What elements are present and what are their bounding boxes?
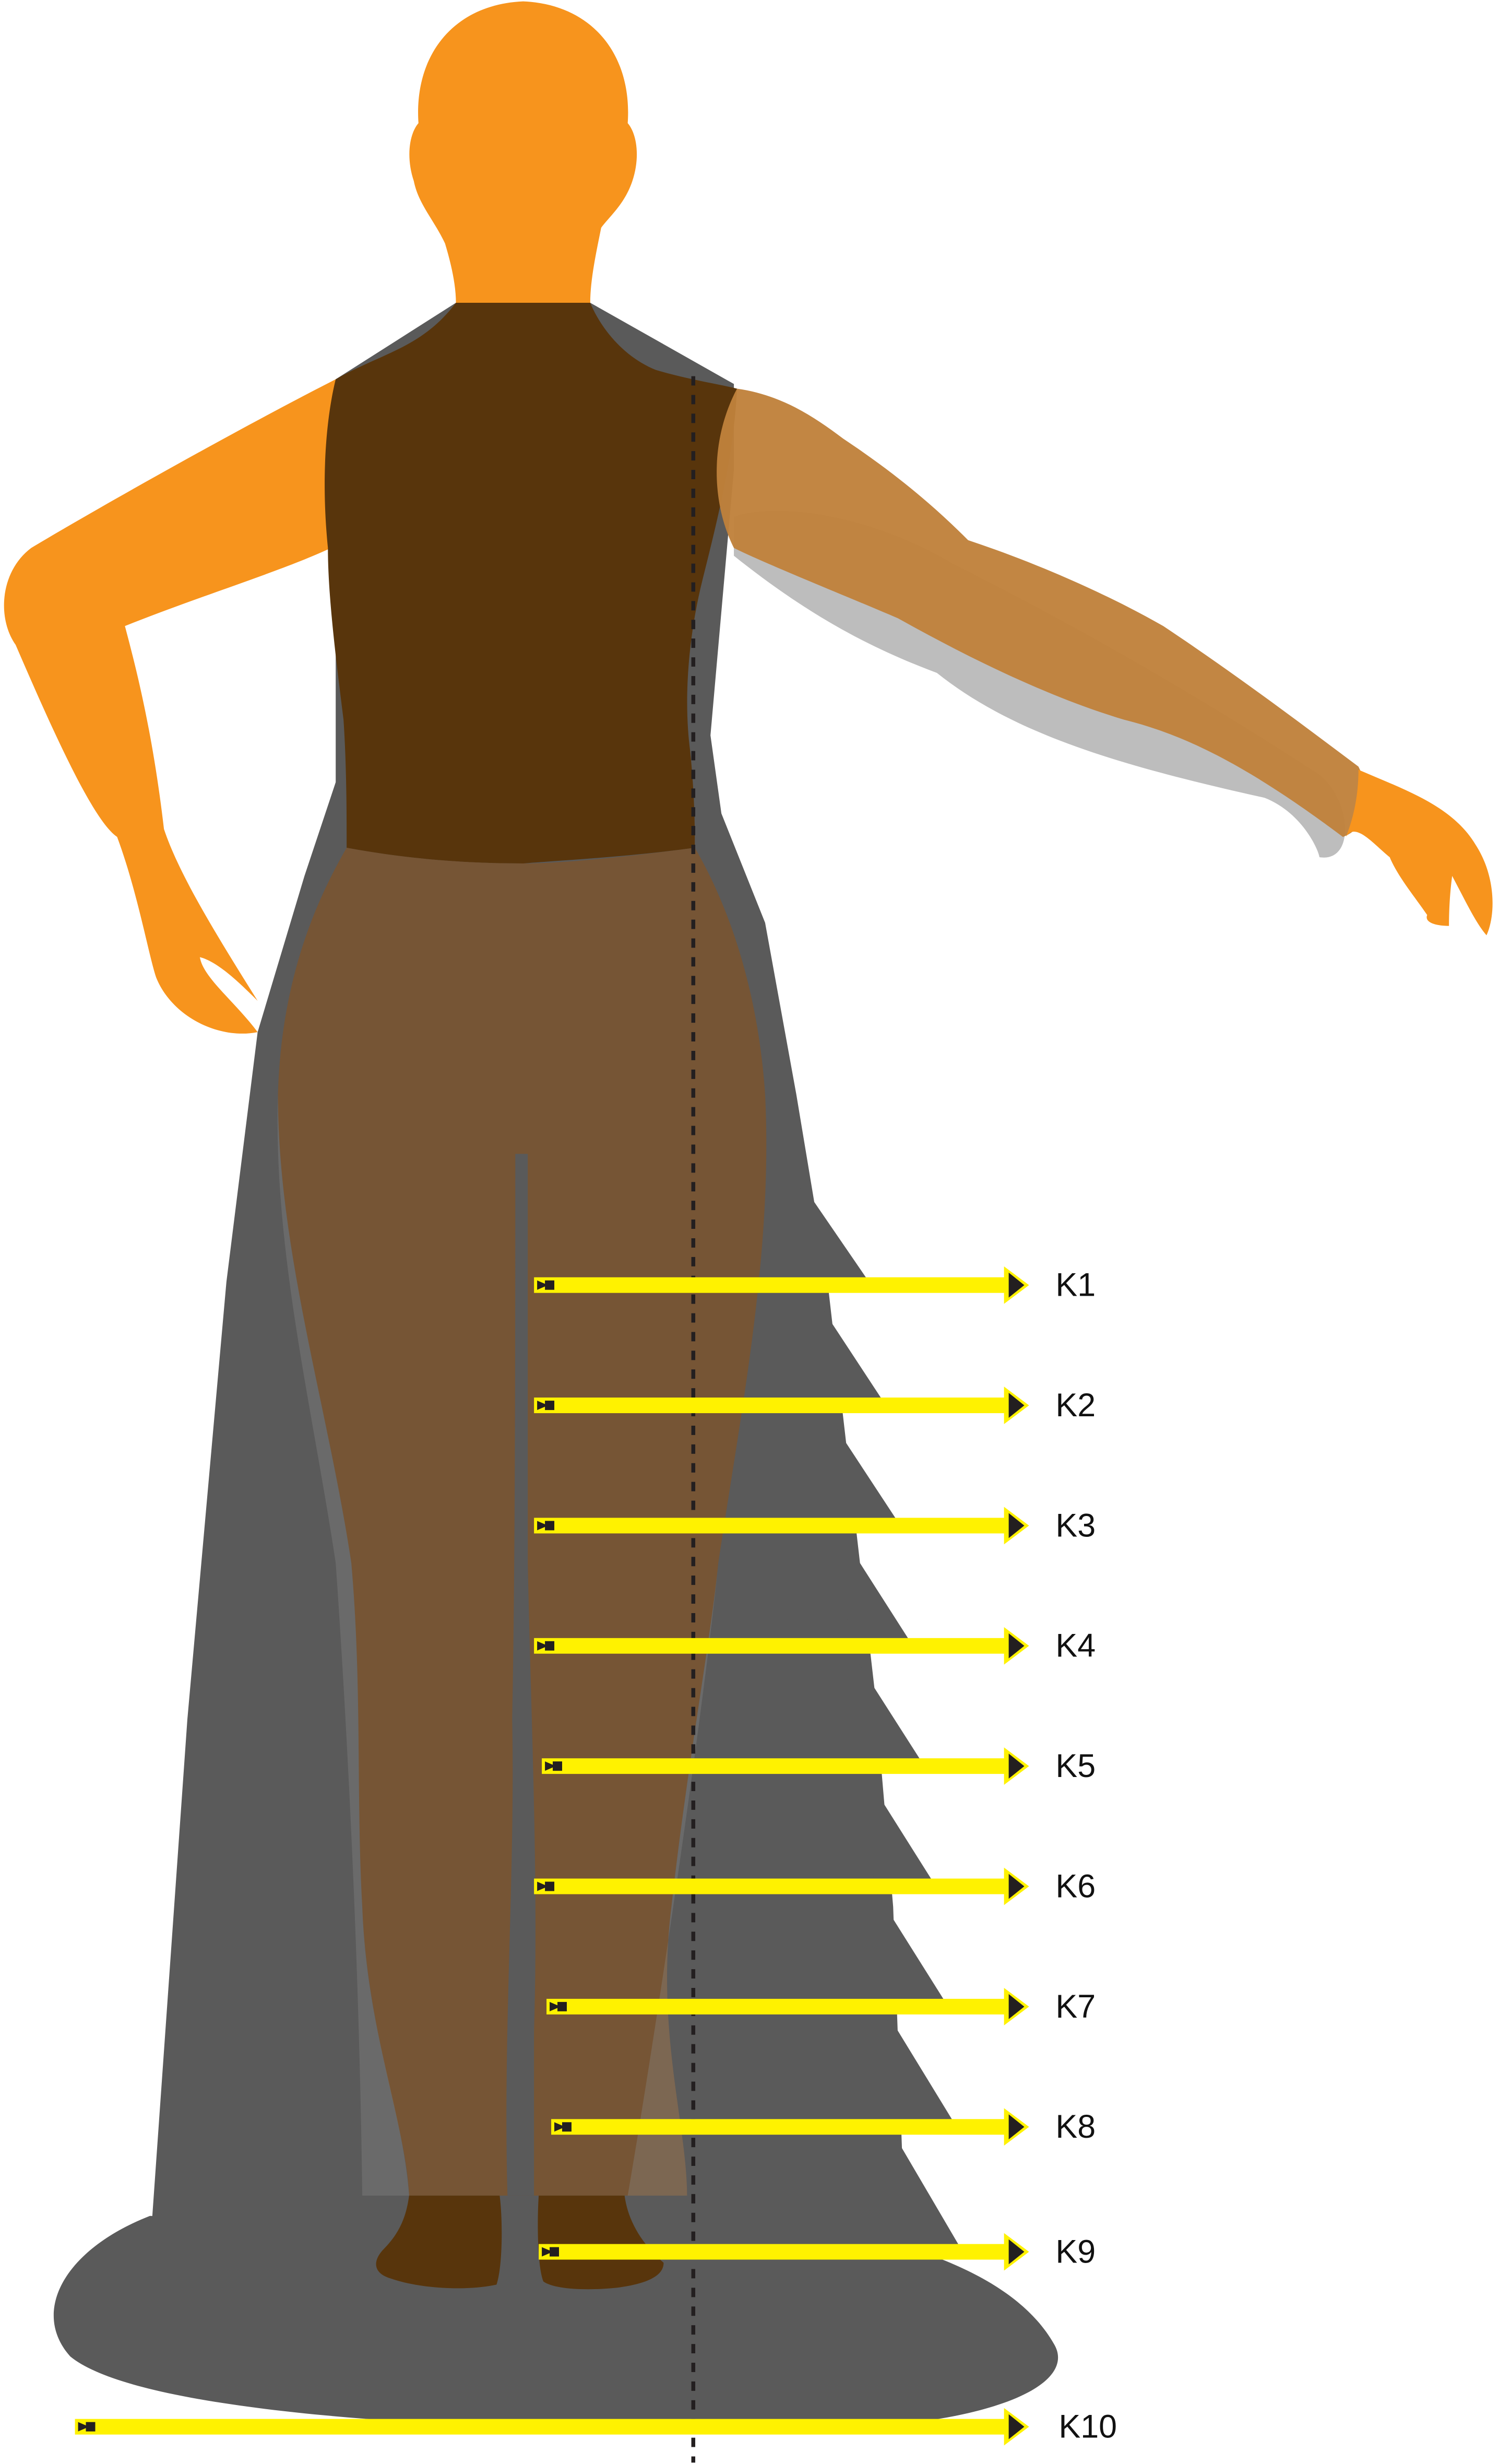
arrow-head xyxy=(1008,1513,1025,1538)
arrow-head xyxy=(1008,1633,1025,1659)
arrow-tail-mark xyxy=(545,1641,555,1651)
measurement-arrows: K1 K2 K3 K4 K5 K6 K7 K8 K9 K10 xyxy=(75,1266,1117,2446)
arrow-shaft xyxy=(546,1998,1007,2015)
gown-train xyxy=(53,2216,1058,2431)
arrow-k3: K3 xyxy=(534,1507,1096,1545)
arrow-head xyxy=(1008,1393,1025,1418)
arrow-label: K2 xyxy=(1055,1387,1096,1424)
arrow-shaft xyxy=(534,1277,1007,1293)
arrow-k9: K9 xyxy=(539,2233,1096,2271)
arrow-head xyxy=(1008,2239,1025,2265)
leg-gap xyxy=(506,1154,536,2196)
arrow-tail xyxy=(78,2422,89,2432)
arrow-head xyxy=(1008,2114,1025,2140)
arrow-tail xyxy=(554,2122,565,2132)
left-arm xyxy=(4,379,336,1034)
arrow-label: K1 xyxy=(1055,1267,1096,1304)
arrow-tail xyxy=(537,1280,549,1290)
arrow-head xyxy=(1008,1272,1025,1298)
skirt-lining xyxy=(277,1094,767,2196)
arrow-shaft xyxy=(551,2119,1007,2135)
arrow-shaft xyxy=(542,1758,1007,1774)
arrow-shaft xyxy=(539,2244,1007,2260)
arrow-label: K3 xyxy=(1055,1507,1096,1544)
bodice xyxy=(325,302,737,863)
arrow-shaft xyxy=(75,2419,1007,2435)
arrow-tail-mark xyxy=(562,2122,572,2132)
arrow-tail xyxy=(537,1641,549,1651)
arrow-label: K7 xyxy=(1055,1988,1096,2025)
arrow-k5: K5 xyxy=(542,1747,1096,1785)
arrow-tail-mark xyxy=(557,2001,567,2011)
arrow-label: K8 xyxy=(1055,2108,1096,2145)
arrow-tail-mark xyxy=(545,1521,555,1531)
arrow-tail xyxy=(542,2247,553,2257)
arrow-k6: K6 xyxy=(534,1867,1096,1905)
arrow-head xyxy=(1008,1994,1025,2019)
arrow-tail-mark xyxy=(545,1280,555,1290)
arrow-k2: K2 xyxy=(534,1387,1096,1424)
arrow-k4: K4 xyxy=(534,1627,1096,1665)
arrow-head xyxy=(1008,2414,1025,2439)
arrow-label: K5 xyxy=(1055,1748,1096,1784)
arrow-tail-mark xyxy=(86,2422,96,2432)
arrow-label: K9 xyxy=(1055,2234,1096,2270)
arrow-k8: K8 xyxy=(551,2108,1096,2146)
left-foot xyxy=(376,2195,502,2289)
arrow-shaft xyxy=(534,1397,1007,1414)
head xyxy=(409,1,637,303)
arrow-label: K6 xyxy=(1055,1868,1096,1904)
right-foot xyxy=(538,2195,664,2290)
arrow-tail-mark xyxy=(550,2247,560,2257)
arrow-tail-mark xyxy=(553,1761,562,1771)
arrow-tail xyxy=(537,1401,549,1411)
arrow-head xyxy=(1008,1874,1025,1899)
arrow-tail xyxy=(550,2001,561,2011)
arrow-tail xyxy=(545,1761,556,1771)
arrow-shaft xyxy=(534,1518,1007,1534)
arrow-k1: K1 xyxy=(534,1266,1096,1304)
right-hand xyxy=(1346,769,1493,935)
arrow-head xyxy=(1008,1754,1025,1779)
arrow-tail-mark xyxy=(545,1401,555,1411)
arrow-k7: K7 xyxy=(546,1987,1096,2025)
arrow-shaft xyxy=(534,1878,1007,1894)
right-arm xyxy=(717,388,1367,837)
arrow-tail xyxy=(537,1521,549,1531)
arrow-shaft xyxy=(534,1638,1007,1654)
arrow-tail-mark xyxy=(545,1881,555,1891)
arrow-k10: K10 xyxy=(75,2408,1117,2446)
arrow-label: K4 xyxy=(1055,1628,1096,1664)
arrow-tail xyxy=(537,1881,549,1891)
arrow-label: K10 xyxy=(1058,2409,1117,2445)
